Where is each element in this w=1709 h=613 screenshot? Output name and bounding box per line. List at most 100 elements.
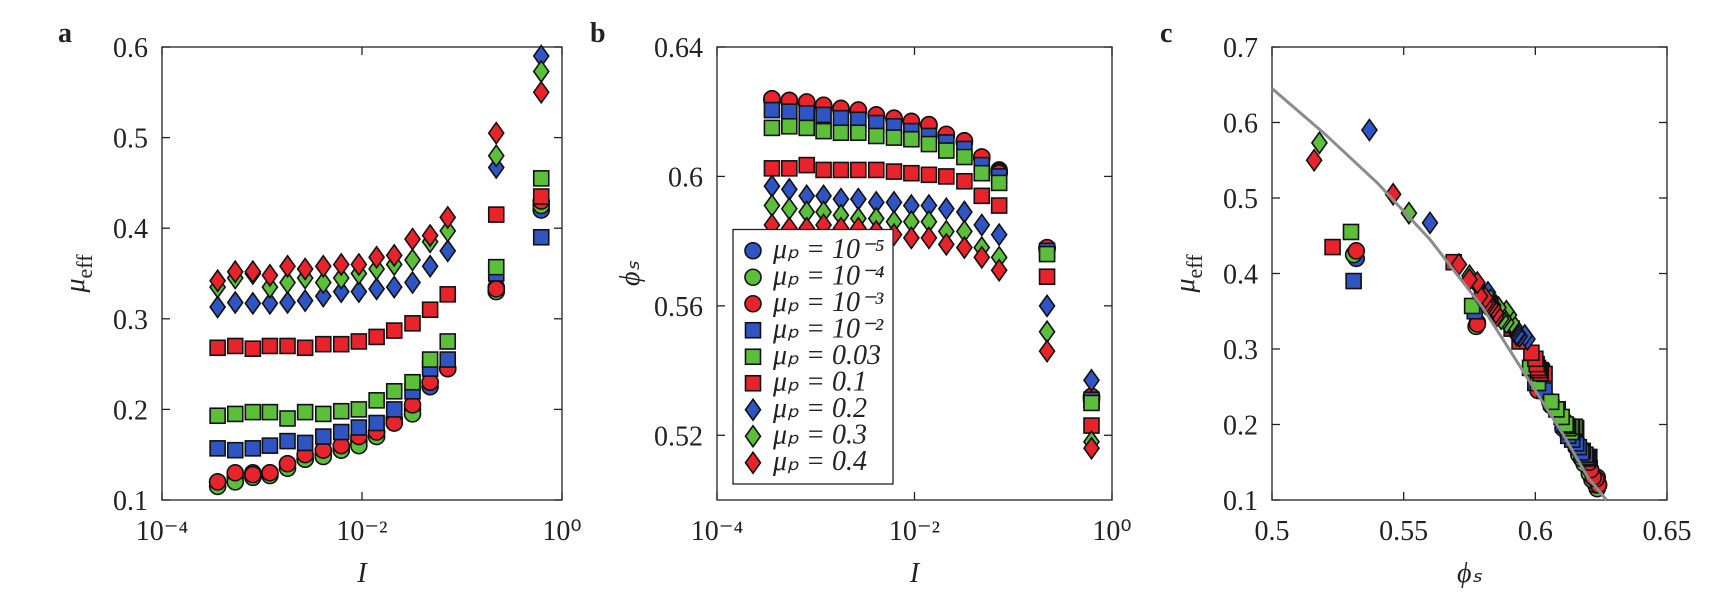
marker-square — [850, 161, 867, 179]
marker-square — [244, 403, 262, 421]
marker-square — [956, 172, 973, 190]
marker-square — [439, 351, 457, 368]
marker-square — [279, 337, 296, 355]
marker-square — [920, 166, 938, 184]
marker-square — [532, 188, 550, 205]
y-axis-label: μeff — [60, 254, 97, 294]
panel-label: b — [590, 18, 606, 49]
marker-diamond — [1384, 182, 1402, 207]
legend-label: μₚ = 10⁻⁴ — [772, 260, 885, 291]
marker-square — [920, 135, 938, 153]
marker-square — [815, 161, 832, 179]
y-tick-label: 0.7 — [1223, 33, 1258, 64]
marker-diamond — [1471, 284, 1489, 309]
marker-diamond — [314, 270, 332, 295]
marker-diamond — [763, 193, 781, 218]
marker-diamond — [368, 277, 386, 301]
x-axis-label: ϕₛ — [1457, 558, 1482, 589]
marker-square — [385, 382, 403, 400]
marker-square — [885, 129, 903, 146]
marker-circle — [261, 464, 279, 482]
x-tick-label: 10⁰ — [1092, 516, 1131, 547]
legend-marker — [744, 424, 762, 449]
y-tick-label: 0.5 — [113, 124, 148, 155]
legend-marker — [744, 348, 762, 366]
marker-square — [261, 337, 279, 355]
marker-diamond — [780, 177, 798, 202]
marker-square — [314, 405, 332, 423]
marker-diamond — [314, 254, 332, 279]
marker-square — [1342, 223, 1360, 241]
legend-marker — [744, 241, 762, 260]
marker-square — [296, 403, 314, 421]
panel-label: c — [1160, 18, 1172, 49]
marker-diamond — [763, 174, 781, 199]
marker-square — [226, 337, 244, 355]
marker-square — [867, 127, 885, 145]
marker-diamond — [209, 295, 227, 319]
marker-diamond — [532, 59, 550, 84]
marker-square — [209, 440, 226, 457]
marker-square — [532, 170, 550, 187]
panel: c 0.5 0.55 0.6 0.65 0.1 0.2 0.3 0.4 0.5 0.6 0.7 ϕₛ μe… — [1160, 18, 1692, 589]
marker-diamond — [973, 245, 991, 270]
marker-diamond — [350, 279, 368, 304]
marker-square — [350, 401, 368, 418]
y-tick-label: 0.6 — [113, 33, 148, 64]
marker-diamond — [385, 243, 403, 268]
marker-square — [261, 403, 279, 421]
marker-square — [763, 160, 781, 177]
y-tick-label: 0.64 — [654, 33, 703, 64]
marker-square — [404, 373, 421, 391]
marker-circle — [208, 473, 227, 491]
legend-label: μₚ = 0.4 — [772, 446, 867, 477]
marker-diamond — [385, 275, 403, 299]
marker-diamond — [226, 290, 244, 315]
y-tick-label: 0.3 — [113, 305, 148, 336]
marker-square — [209, 407, 226, 425]
marker-diamond — [279, 290, 297, 315]
marker-square — [763, 119, 781, 137]
x-tick-label: 0.55 — [1379, 516, 1428, 547]
y-axis-label-main: ϕₛ — [615, 260, 646, 285]
marker-diamond — [279, 270, 297, 295]
marker-diamond — [314, 284, 332, 309]
y-tick-label: 0.52 — [654, 421, 703, 452]
marker-square — [1038, 245, 1056, 263]
marker-square — [781, 103, 798, 121]
legend-label: μₚ = 10⁻⁵ — [772, 234, 885, 265]
marker-diamond — [990, 258, 1008, 283]
legend-label: μₚ = 0.03 — [772, 340, 881, 371]
marker-diamond — [937, 196, 955, 221]
marker-circle — [1347, 242, 1366, 260]
marker-diamond — [955, 235, 973, 260]
panel-label: a — [58, 18, 72, 49]
marker-square — [314, 335, 332, 353]
marker-square — [532, 228, 550, 246]
marker-square — [1083, 394, 1100, 412]
y-axis-label-main: μ — [60, 278, 91, 293]
marker-square — [439, 286, 457, 303]
legend-marker — [744, 321, 762, 339]
marker-diamond — [1038, 293, 1056, 318]
marker-diamond — [439, 238, 457, 263]
y-tick-label: 0.2 — [1223, 411, 1258, 442]
marker-square — [385, 322, 403, 339]
x-axis-label: I — [909, 558, 921, 589]
marker-diamond — [244, 291, 262, 316]
marker-circle — [278, 454, 297, 473]
marker-square — [903, 130, 920, 148]
marker-square — [938, 168, 955, 185]
marker-square — [885, 163, 903, 180]
marker-diamond — [332, 266, 350, 290]
marker-diamond — [261, 263, 279, 288]
y-tick-label: 0.1 — [113, 486, 148, 517]
marker-diamond — [332, 279, 350, 304]
marker-square — [421, 351, 439, 368]
marker-diamond — [1038, 319, 1056, 344]
marker-square — [244, 340, 262, 357]
legend-label: μₚ = 0.2 — [772, 393, 867, 424]
marker-diamond — [350, 252, 368, 277]
